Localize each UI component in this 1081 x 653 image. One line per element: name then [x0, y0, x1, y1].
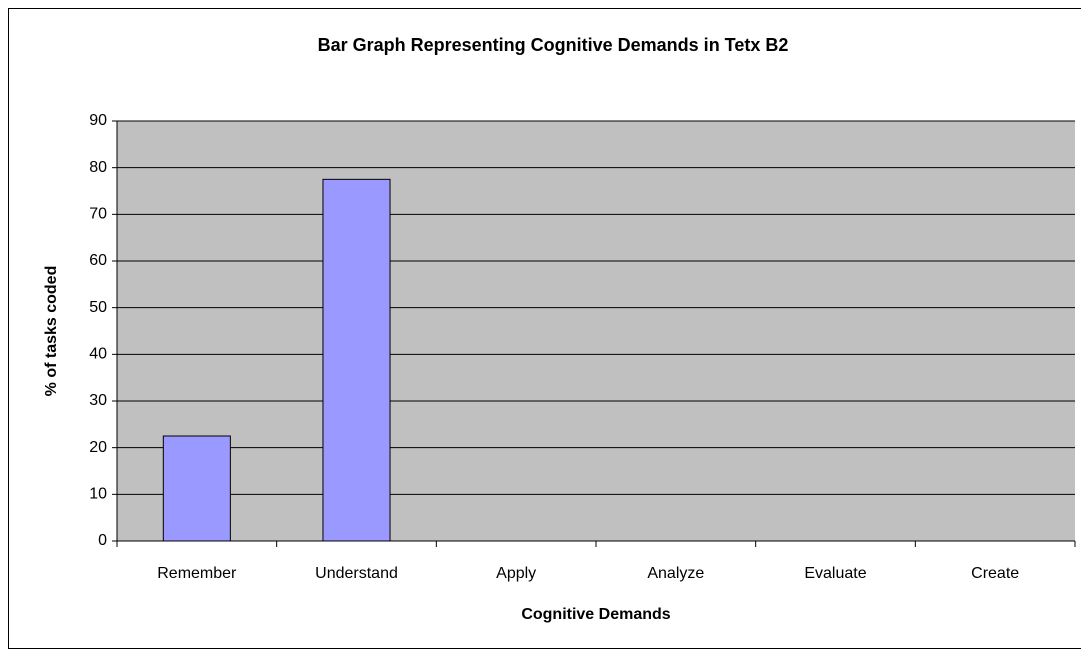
- y-tick-label: 30: [89, 392, 107, 409]
- y-tick-label: 80: [89, 159, 107, 176]
- y-axis-label: % of tasks coded: [43, 266, 60, 397]
- bar: [162, 435, 231, 542]
- y-tick-label: 10: [89, 486, 107, 503]
- x-tick-label: Understand: [315, 565, 398, 582]
- x-tick-label: Remember: [157, 565, 237, 582]
- x-tick-label: Evaluate: [804, 565, 866, 582]
- y-tick-label: 70: [89, 206, 107, 223]
- x-tick-label: Create: [971, 565, 1019, 582]
- x-tick-label: Analyze: [647, 565, 704, 582]
- y-tick-label: 20: [89, 439, 107, 456]
- y-tick-label: 90: [89, 112, 107, 129]
- plot-area: [117, 121, 1075, 541]
- y-tick-label: 60: [89, 252, 107, 269]
- bar: [322, 178, 391, 542]
- x-tick-label: Apply: [496, 565, 536, 582]
- y-tick-label: 50: [89, 299, 107, 316]
- chart-title: Bar Graph Representing Cognitive Demands…: [318, 35, 789, 55]
- y-tick-label: 0: [98, 532, 107, 549]
- x-axis-label: Cognitive Demands: [521, 606, 670, 623]
- y-tick-label: 40: [89, 346, 107, 363]
